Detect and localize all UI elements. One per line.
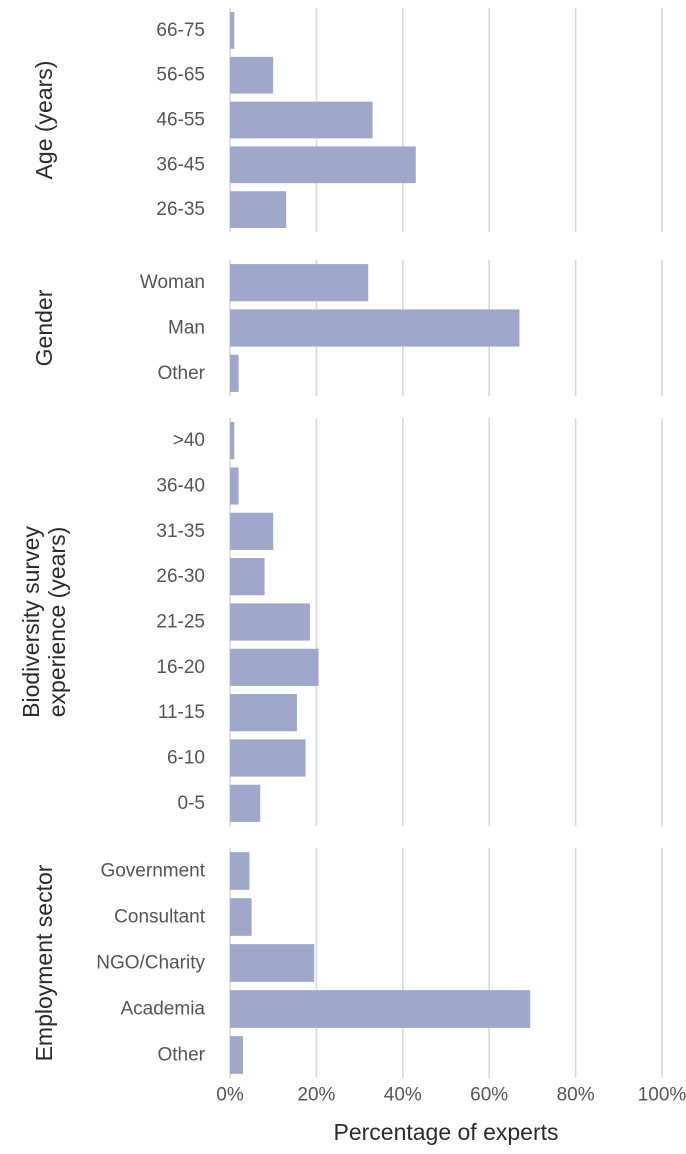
bar: [230, 1036, 243, 1074]
bar: [230, 422, 235, 460]
x-tick-label: 100%: [638, 1085, 686, 1106]
category-label: 36-45: [156, 154, 205, 175]
category-label: >40: [173, 430, 205, 451]
bar: [230, 56, 274, 94]
category-label: NGO/Charity: [96, 953, 205, 974]
facet-title: Gender: [31, 289, 57, 366]
bar: [230, 146, 416, 184]
facet-title-line: Gender: [31, 289, 57, 366]
bar: [230, 512, 274, 550]
category-label: Government: [100, 861, 205, 882]
facet-title: Age (years): [31, 61, 57, 180]
category-label: 11-15: [158, 702, 205, 723]
bar: [230, 648, 319, 686]
x-tick-label: 20%: [297, 1085, 335, 1106]
category-label: 31-35: [156, 521, 205, 542]
category-label: 26-35: [156, 199, 205, 220]
bar: [230, 101, 373, 139]
category-label: 56-65: [156, 65, 205, 86]
bar: [230, 191, 287, 228]
category-labels: 66-75 56-65 46-55 36-45 26-35 Woman Man Other >4…: [96, 20, 205, 1066]
category-label: 26-30: [156, 566, 205, 587]
bar: [230, 603, 310, 641]
x-tick-label: 0%: [216, 1085, 244, 1106]
category-label: Other: [157, 363, 205, 384]
bar: [230, 12, 235, 49]
bar: [230, 694, 297, 732]
bar: [230, 898, 252, 936]
bar: [230, 309, 520, 347]
bar: [230, 784, 261, 822]
bar: [230, 558, 265, 596]
category-label: 0-5: [178, 793, 205, 814]
facet-title-line: experience (years): [44, 527, 70, 717]
bar: [230, 739, 306, 777]
category-label: 36-40: [156, 476, 205, 497]
bar: [230, 990, 531, 1028]
x-tick-label: 40%: [384, 1085, 422, 1106]
bar: [230, 264, 369, 302]
x-axis-title: Percentage of experts: [333, 1119, 558, 1145]
category-label: 21-25: [156, 612, 205, 633]
facet-title: Biodiversity survey experience (years): [18, 526, 70, 718]
facet-title: Employment sector: [31, 864, 57, 1061]
category-label: 66-75: [156, 20, 205, 41]
category-label: 46-55: [156, 110, 205, 131]
category-label: 16-20: [156, 657, 205, 678]
x-tick-label: 80%: [557, 1085, 595, 1106]
x-axis-ticks: 0% 20% 40% 60% 80% 100%: [216, 1085, 686, 1106]
facet-titles: Age (years) Gender Biodiversity survey expe…: [18, 61, 70, 1062]
bar: [230, 467, 239, 505]
category-label: 6-10: [167, 748, 205, 769]
x-tick-label: 60%: [470, 1085, 508, 1106]
category-label: Other: [157, 1045, 205, 1066]
category-label: Consultant: [114, 907, 206, 928]
category-label: Woman: [140, 272, 205, 293]
bar: [230, 944, 315, 982]
bar: [230, 354, 239, 392]
facet-title-line: Age (years): [31, 61, 57, 180]
facet-title-line: Employment sector: [31, 864, 57, 1061]
facet-title-line: Biodiversity survey: [18, 526, 44, 718]
bars: [230, 12, 531, 1074]
category-label: Man: [168, 318, 205, 339]
bar: [230, 852, 250, 890]
category-label: Academia: [121, 999, 206, 1020]
